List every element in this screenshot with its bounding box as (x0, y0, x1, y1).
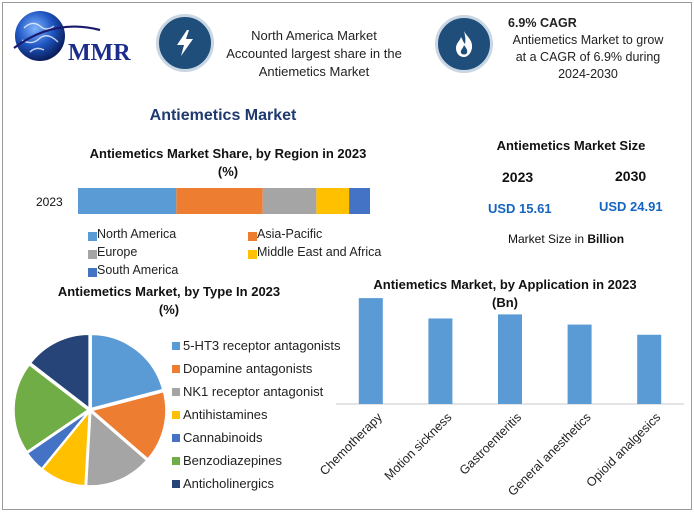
region-bar-europe (262, 188, 317, 214)
pie-slice-cannabinoids (26, 410, 90, 470)
application-bar-opioid-analgesics (637, 334, 662, 404)
region-legend-label-south-america: South America (97, 263, 179, 277)
type-legend-label-5-ht3-receptor-antagonists: 5-HT3 receptor antagonists (183, 338, 341, 353)
type-legend-swatch-benzodiazepines (172, 457, 180, 465)
type-legend-label-dopamine-antagonists: Dopamine antagonists (183, 361, 313, 376)
page-title: Antiemetics Market (149, 107, 297, 124)
market-size-note: Market Size in Billion (508, 232, 625, 246)
region-legend-swatch-asia-pacific (248, 232, 257, 241)
type-legend-label-benzodiazepines: Benzodiazepines (183, 453, 283, 468)
cagr-title: 6.9% CAGR (508, 16, 577, 30)
pie-slice-nk1-receptor-antagonist (85, 410, 148, 487)
application-tick-label-gastroenteritis: Gastroenteritis (457, 410, 524, 477)
mmr-logo: MMR (13, 11, 131, 66)
pie-slice-5-ht3-receptor-antagonists (90, 333, 164, 410)
flame-icon (435, 15, 493, 73)
region-legend-swatch-europe (88, 250, 97, 259)
region-legend-swatch-north-america (88, 232, 97, 241)
market-size-value-2030: USD 24.91 (599, 199, 663, 214)
pie-slice-antihistamines (41, 409, 91, 487)
highlight-text: North America Market Accounted largest s… (226, 28, 402, 79)
lightning-icon (156, 14, 214, 72)
region-legend-label-middle-east-and-africa: Middle East and Africa (257, 245, 382, 259)
region-legend-swatch-south-america (88, 268, 97, 277)
region-chart-title: Antiemetics Market Share, by Region in 2… (89, 146, 367, 179)
type-legend-label-cannabinoids: Cannabinoids (183, 430, 263, 445)
application-tick-label-chemotherapy: Chemotherapy (317, 410, 385, 478)
region-bar-asia-pacific (176, 188, 263, 214)
type-pie-chart (13, 333, 167, 487)
market-size-value-2023: USD 15.61 (488, 201, 552, 216)
application-bar-motion-sickness (428, 318, 453, 404)
type-legend-swatch-anticholinergics (172, 480, 180, 488)
logo-text: MMR (68, 40, 131, 66)
type-legend-label-anticholinergics: Anticholinergics (183, 476, 275, 491)
region-legend-label-asia-pacific: Asia-Pacific (257, 227, 323, 241)
application-bar-chemotherapy (358, 298, 383, 404)
application-chart-title: Antiemetics Market, by Application in 20… (373, 277, 637, 310)
type-legend-swatch-5-ht3-receptor-antagonists (172, 342, 180, 350)
pie-slice-dopamine-antagonists (90, 390, 167, 460)
type-legend-swatch-antihistamines (172, 411, 180, 419)
market-size-year-2023: 2023 (502, 169, 534, 185)
market-size-title: Antiemetics Market Size (496, 138, 646, 153)
region-legend-label-europe: Europe (97, 245, 138, 259)
region-bar-north-america (78, 188, 177, 214)
application-tick-label-opioid-analgesics: Opioid analgesics (584, 410, 664, 490)
pie-slice-anticholinergics (29, 333, 90, 410)
type-chart-title: Antiemetics Market, by Type In 2023 (%) (57, 284, 281, 317)
cagr-text: 6.9% CAGR Antiemetics Market to grow at … (494, 15, 682, 83)
pie-slice-benzodiazepines (13, 363, 90, 453)
market-size-year-2030: 2030 (615, 168, 647, 184)
region-stacked-bar (78, 188, 370, 214)
application-bar-gastroenteritis (498, 314, 522, 404)
type-legend-swatch-cannabinoids (172, 434, 180, 442)
type-legend-label-nk1-receptor-antagonist: NK1 receptor antagonist (183, 384, 324, 399)
region-bar-category: 2023 (36, 195, 63, 209)
application-tick-label-motion-sickness: Motion sickness (382, 410, 455, 483)
application-bar-general-anesthetics (567, 324, 592, 404)
region-legend-swatch-middle-east-and-africa (248, 250, 257, 259)
type-legend-label-antihistamines: Antihistamines (183, 407, 268, 422)
region-bar-south-america (349, 188, 370, 214)
region-legend-label-north-america: North America (97, 227, 177, 241)
type-legend-swatch-dopamine-antagonists (172, 365, 180, 373)
type-legend-swatch-nk1-receptor-antagonist (172, 388, 180, 396)
region-bar-middle-east-and-africa (316, 188, 350, 214)
